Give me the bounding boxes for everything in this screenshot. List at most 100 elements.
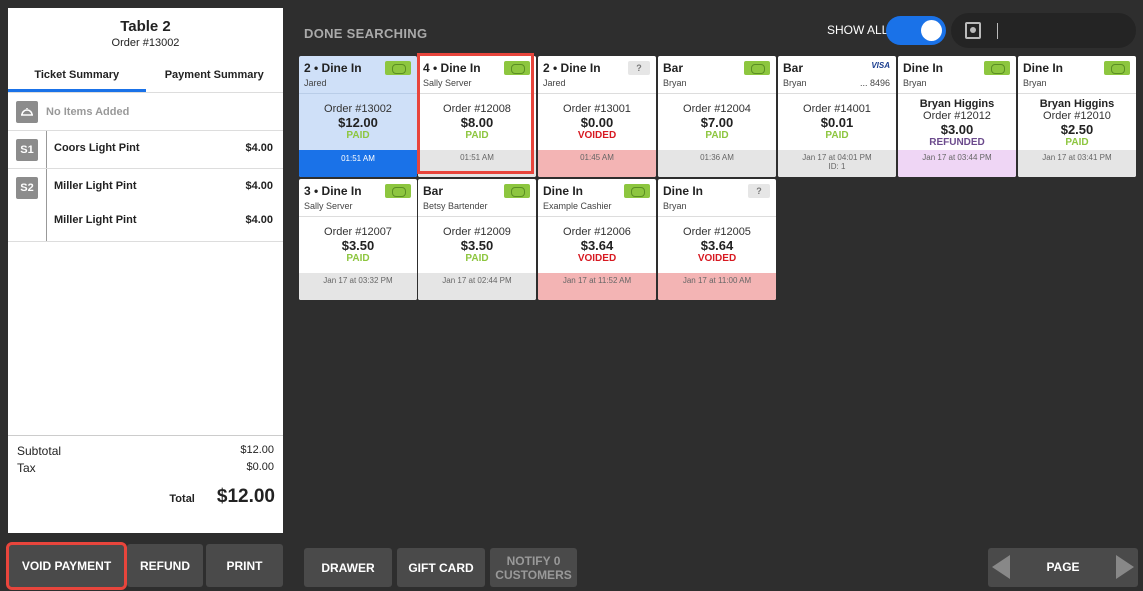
server-name: Example Cashier (543, 201, 612, 211)
cash-icon (504, 61, 530, 75)
gift-card-button[interactable]: GIFT CARD (397, 548, 485, 587)
order-card[interactable]: 2 • Dine In Jared? Order #13001 $0.00 VOIDED… (538, 56, 656, 177)
order-time: Jan 17 at 02:44 PM (442, 276, 512, 285)
order-amount: $3.50 (460, 238, 494, 253)
pagination (988, 548, 1138, 587)
search-status: DONE SEARCHING (304, 26, 428, 41)
search-bar[interactable] (951, 13, 1136, 48)
order-card-body: Order #13001 $0.00 VOIDED (538, 94, 656, 150)
line-item[interactable]: Coors Light Pint $4.00 (54, 142, 273, 154)
line-item[interactable]: Miller Light Pint $4.00 (54, 180, 273, 192)
order-card-header: Bar Bryan VISA ... 8496 (778, 56, 896, 94)
subtotal-row: Subtotal $12.00 (17, 444, 274, 461)
order-number: Order #13002 (324, 103, 392, 115)
order-card-footer: Jan 17 at 02:44 PM (418, 273, 536, 300)
order-number: Order #13001 (563, 103, 631, 115)
selection-highlight (417, 53, 534, 174)
payment-status: VOIDED (697, 253, 737, 264)
cash-icon (504, 184, 530, 198)
order-type: Dine In (663, 184, 704, 198)
void-payment-button[interactable]: VOID PAYMENT (6, 542, 127, 590)
order-number: Order #12005 (683, 226, 751, 238)
order-card-body: Order #14001 $0.01 PAID (778, 94, 896, 150)
order-time: Jan 17 at 03:44 PM (922, 153, 992, 162)
order-card[interactable]: Dine In Bryan Bryan Higgins Order #12010 $2.… (1018, 56, 1136, 177)
order-number: Order #13002 (111, 37, 180, 49)
print-button[interactable]: PRINT (206, 544, 283, 587)
server-name: Sally Server (304, 201, 353, 211)
subtotal-value: $12.00 (240, 444, 274, 456)
order-card-header: 2 • Dine In Jared (299, 56, 417, 94)
customer-card-icon[interactable] (965, 22, 981, 39)
customer-name: Bryan Higgins (919, 98, 995, 110)
order-card-header: 3 • Dine In Sally Server (299, 179, 417, 217)
item-price: $4.00 (245, 180, 273, 192)
order-time: Jan 17 at 11:00 AM (682, 276, 752, 285)
server-name: Bryan (1023, 78, 1047, 88)
seat-group[interactable]: S2 Miller Light Pint $4.00 Miller Light … (8, 169, 283, 242)
tab-ticket-summary[interactable]: Ticket Summary (8, 58, 146, 92)
search-cursor (997, 23, 998, 39)
order-time: Jan 17 at 04:01 PM (802, 153, 872, 162)
order-number: Order #12004 (683, 103, 751, 115)
order-card-footer: Jan 17 at 11:52 AM (538, 273, 656, 300)
order-type: Dine In (903, 61, 944, 75)
order-card[interactable]: Dine In Bryan Bryan Higgins Order #12012 $3.… (898, 56, 1016, 177)
payment-status: PAID (346, 253, 370, 264)
order-amount: $3.00 (940, 122, 974, 137)
order-card-header: Dine In Example Cashier (538, 179, 656, 217)
order-card-footer: 01:36 AM (658, 150, 776, 177)
item-price: $4.00 (245, 142, 273, 154)
order-type: Bar (783, 61, 804, 75)
seat-badge: S2 (16, 177, 38, 199)
order-card-header: Bar Betsy Bartender (418, 179, 536, 217)
payment-status: PAID (1065, 137, 1089, 148)
order-time: 01:45 AM (580, 153, 614, 162)
refund-button[interactable]: REFUND (127, 544, 203, 587)
table-title: Table 2 (120, 18, 171, 35)
page-label: PAGE (1046, 560, 1080, 574)
order-number: Order #12008 (443, 103, 511, 115)
order-card[interactable]: Bar Bryan Order #12004 $7.00 PAID 01:36 AM (658, 56, 776, 177)
notify-customers-button[interactable]: NOTIFY 0 CUSTOMERS (490, 548, 577, 587)
order-card-footer: Jan 17 at 11:00 AM (658, 273, 776, 300)
payment-status: REFUNDED (929, 137, 985, 148)
cash-icon (385, 184, 411, 198)
page-prev-icon[interactable] (992, 555, 1010, 579)
order-amount: $0.00 (580, 115, 614, 130)
seat-group[interactable]: S1 Coors Light Pint $4.00 (8, 131, 283, 169)
order-card-body: Order #12009 $3.50 PAID (418, 217, 536, 273)
order-type: Bar (423, 184, 444, 198)
order-time: 01:51 AM (460, 153, 494, 162)
show-all-label: SHOW ALL (827, 23, 889, 37)
seat-divider (46, 169, 47, 241)
order-card-footer: 01:45 AM (538, 150, 656, 177)
ticket-header: Table 2 Order #13002 (8, 8, 283, 58)
order-card[interactable]: Dine In Example Cashier Order #12006 $3.64 V… (538, 179, 656, 300)
server-name: Jared (543, 78, 566, 88)
cash-icon (385, 61, 411, 75)
order-card[interactable]: Bar Bryan VISA ... 8496 Order #14001 $0.01 PAI… (778, 56, 896, 177)
show-all-toggle[interactable] (886, 16, 946, 45)
page-next-icon[interactable] (1116, 555, 1134, 579)
payment-status: PAID (705, 130, 729, 141)
order-card-header: 2 • Dine In Jared? (538, 56, 656, 94)
order-number: Order #12006 (563, 226, 631, 238)
order-number: Order #12012 (923, 110, 991, 122)
order-card[interactable]: 2 • Dine In Jared Order #13002 $12.00 PAID 01… (299, 56, 417, 177)
drawer-button[interactable]: DRAWER (304, 548, 392, 587)
receipt-tear-edge (8, 520, 283, 530)
server-name: Bryan (783, 78, 807, 88)
order-amount: $2.50 (1060, 122, 1094, 137)
tab-payment-summary[interactable]: Payment Summary (164, 69, 264, 81)
order-type: Dine In (543, 184, 584, 198)
summary-tabs: Ticket Summary Payment Summary (8, 58, 283, 93)
order-amount: $3.64 (700, 238, 734, 253)
order-card[interactable]: 3 • Dine In Sally Server Order #12007 $3.50… (299, 179, 417, 300)
order-card[interactable]: Dine In Bryan? Order #12005 $3.64 VOIDED Jan … (658, 179, 776, 300)
order-card-footer: Jan 17 at 04:01 PM ID: 1 (778, 150, 896, 177)
cash-icon (744, 61, 770, 75)
line-item[interactable]: Miller Light Pint $4.00 (54, 214, 273, 226)
order-card[interactable]: Bar Betsy Bartender Order #12009 $3.50 PAID J… (418, 179, 536, 300)
